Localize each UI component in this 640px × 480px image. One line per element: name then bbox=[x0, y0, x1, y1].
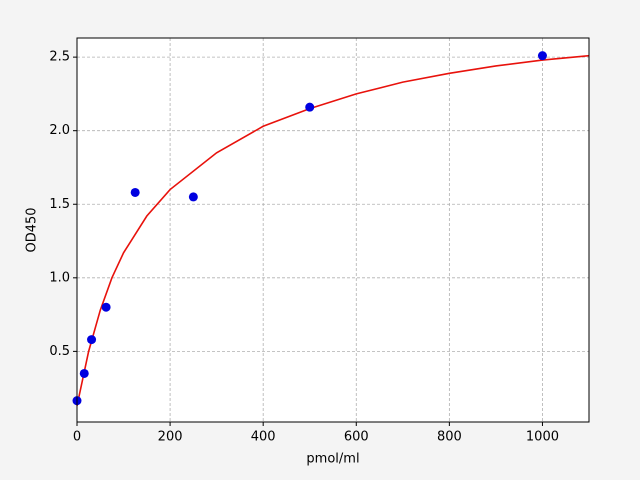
data-point bbox=[101, 302, 111, 312]
x-tick-label: 200 bbox=[158, 430, 183, 445]
x-tick-label: 800 bbox=[437, 430, 462, 445]
x-tick-label: 400 bbox=[251, 430, 276, 445]
y-tick-label: 1.0 bbox=[49, 270, 70, 285]
fit-curve bbox=[76, 54, 590, 406]
data-point bbox=[305, 102, 315, 112]
x-tick-label: 600 bbox=[344, 430, 369, 445]
y-tick-label: 2.5 bbox=[49, 50, 70, 65]
data-point bbox=[130, 187, 140, 197]
x-tick-label: 0 bbox=[73, 430, 81, 445]
y-tick-label: 0.5 bbox=[49, 344, 70, 359]
plot-frame bbox=[76, 37, 590, 423]
x-axis-label: pmol/ml bbox=[306, 452, 359, 467]
x-tick-label: 1000 bbox=[526, 430, 559, 445]
data-point bbox=[79, 368, 89, 378]
data-point bbox=[87, 335, 97, 345]
data-point bbox=[188, 192, 198, 202]
y-tick-label: 2.0 bbox=[49, 123, 70, 138]
data-point bbox=[537, 51, 547, 61]
y-tick-label: 1.5 bbox=[49, 197, 70, 212]
plot-area bbox=[77, 38, 589, 422]
y-axis-label: OD450 bbox=[25, 207, 40, 252]
